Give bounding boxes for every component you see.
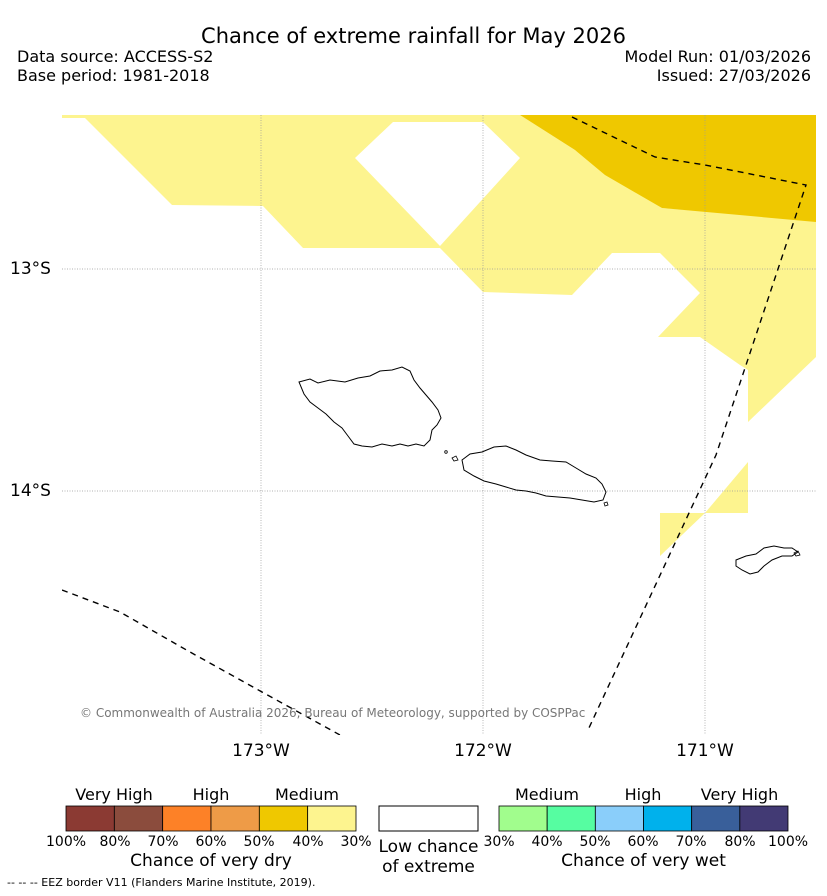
dry-tick: 80%: [99, 834, 131, 850]
wet-tick: 40%: [531, 834, 563, 850]
wet-swatch-1: [546, 805, 596, 832]
base-period: Base period: 1981-2018: [17, 66, 210, 85]
apolima-islet: [451, 455, 459, 462]
dry-header-medium: Medium: [275, 785, 339, 804]
tutuila-island: [735, 545, 799, 575]
chart-title: Chance of extreme rainfall for May 2026: [201, 24, 626, 48]
dry-high-area: [520, 115, 816, 222]
wet-caption: Chance of very wet: [561, 851, 726, 871]
model-run: Model Run: 01/03/2026: [624, 47, 812, 66]
wet-header-very-high: Very High: [700, 785, 779, 804]
lon-label-172w: 172°W: [454, 741, 512, 761]
savaii-island: [298, 366, 442, 448]
wet-tick: 60%: [627, 834, 659, 850]
lon-label-171w: 171°W: [676, 741, 734, 761]
dry-caption: Chance of very dry: [130, 851, 292, 871]
lon-label-173w: 173°W: [232, 741, 290, 761]
graticule: [62, 115, 816, 735]
issued-date: Issued: 27/03/2026: [656, 66, 811, 85]
lat-label-14s: 14°S: [10, 481, 51, 501]
data-source: Data source: ACCESS-S2: [17, 47, 214, 66]
aunuu-islet: [793, 550, 801, 557]
wet-header-high: High: [624, 785, 662, 804]
wet-swatch-5: [739, 805, 789, 832]
wet-colorbar: [498, 805, 789, 832]
dry-colorbar: [65, 805, 357, 832]
dry-swatch-5: [307, 805, 357, 832]
dry-swatch-2: [162, 805, 212, 832]
dry-swatch-1: [113, 805, 164, 832]
wet-tick: 100%: [768, 834, 809, 850]
dry-header-high: High: [192, 785, 230, 804]
eez-border-southwest: [62, 589, 341, 735]
upolu-island: [461, 445, 607, 503]
wet-tick: 80%: [724, 834, 756, 850]
manono-islet: [444, 450, 448, 454]
small-islet: [603, 501, 609, 507]
neutral-caption-line2: of extreme: [382, 857, 475, 877]
wet-tick: 70%: [675, 834, 707, 850]
wet-swatch-4: [691, 805, 741, 832]
wet-header-medium: Medium: [515, 785, 579, 804]
dry-tick: 60%: [195, 834, 227, 850]
dry-tick: 50%: [243, 834, 275, 850]
dry-medium-area-north: [62, 115, 816, 422]
dry-tick: 70%: [147, 834, 179, 850]
dry-medium-area-south: [660, 462, 748, 556]
wet-swatch-2: [594, 805, 644, 832]
dry-swatch-4: [258, 805, 309, 832]
eez-footnote: -- -- -- EEZ border V11 (Flanders Marine…: [7, 876, 316, 889]
neutral-box: [378, 805, 479, 832]
neutral-caption-line1: Low chance: [378, 837, 479, 857]
dry-swatch-0: [65, 805, 115, 832]
dry-header-very-high: Very High: [75, 785, 153, 804]
lat-label-13s: 13°S: [10, 259, 51, 279]
wet-swatch-3: [643, 805, 693, 832]
wet-tick: 50%: [579, 834, 611, 850]
dry-tick: 40%: [292, 834, 324, 850]
wet-tick: 30%: [483, 834, 515, 850]
copyright-notice: © Commonwealth of Australia 2026, Bureau…: [80, 706, 586, 720]
low-chance-area: [355, 122, 520, 246]
dry-tick: 30%: [340, 834, 372, 850]
wet-swatch-0: [498, 805, 548, 832]
dry-swatch-3: [210, 805, 260, 832]
dry-tick: 100%: [46, 834, 87, 850]
